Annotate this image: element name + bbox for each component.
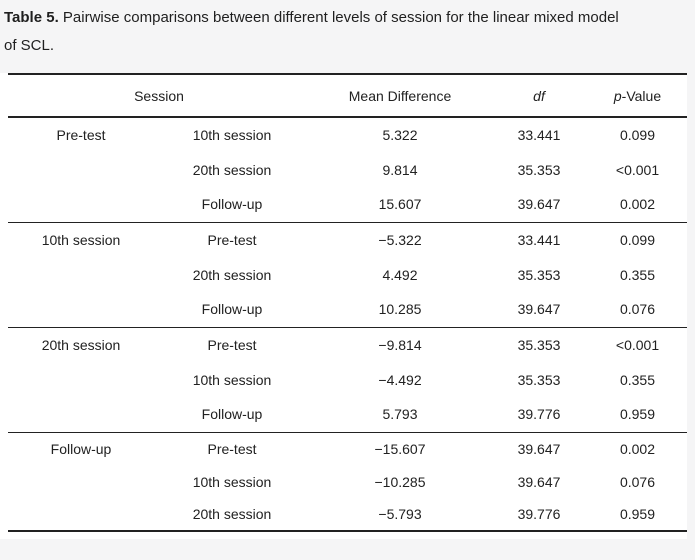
df-cell: 35.353 xyxy=(517,266,561,283)
p-value-cell: 0.002 xyxy=(619,196,656,213)
session-cell: Follow-up xyxy=(50,440,112,457)
mean-difference-cell: −10.285 xyxy=(374,473,426,490)
p-value-cell: <0.001 xyxy=(615,336,660,353)
table-row: Follow-up Pre-test −15.607 39.647 0.002 xyxy=(8,432,687,465)
mean-difference-cell: 15.607 xyxy=(378,196,422,213)
p-value-cell: 0.076 xyxy=(619,473,656,490)
df-cell: 35.353 xyxy=(517,161,561,178)
comparison-cell: 20th session xyxy=(192,266,272,283)
comparison-cell: Follow-up xyxy=(201,406,263,423)
p-value-cell: 0.959 xyxy=(619,506,656,522)
p-value-cell: 0.959 xyxy=(619,406,656,423)
comparison-cell: 10th session xyxy=(192,371,272,388)
mean-difference-cell: −9.814 xyxy=(378,336,422,353)
header-row: Session Mean Difference df p-Value xyxy=(8,74,687,117)
comparison-cell: Pre-test xyxy=(207,336,257,353)
p-value-header-rest: -Value xyxy=(621,87,662,104)
pairwise-comparisons-table: Session Mean Difference df p-Value Pre-t… xyxy=(8,73,687,532)
table-header: Session Mean Difference df p-Value xyxy=(8,74,687,117)
table-row: Follow-up 10.285 39.647 0.076 xyxy=(8,292,687,327)
table-row: 20th session 4.492 35.353 0.355 xyxy=(8,257,687,292)
column-header-p-value: p-Value xyxy=(588,74,687,117)
df-cell: 39.647 xyxy=(517,473,561,490)
table-row: Pre-test 10th session 5.322 33.441 0.099 xyxy=(8,117,687,152)
df-cell: 39.647 xyxy=(517,440,561,457)
mean-difference-cell: 4.492 xyxy=(382,266,418,283)
comparison-cell: Follow-up xyxy=(201,196,263,213)
column-header-session: Session xyxy=(134,87,184,104)
mean-difference-cell: 5.793 xyxy=(382,406,418,423)
session-cell xyxy=(8,397,154,432)
df-cell: 39.776 xyxy=(517,506,561,522)
table-row: 20th session −5.793 39.776 0.959 xyxy=(8,498,687,531)
p-value-cell: 0.355 xyxy=(619,266,656,283)
session-cell xyxy=(8,257,154,292)
column-header-df: df xyxy=(533,87,545,104)
mean-difference-cell: −5.322 xyxy=(378,231,422,248)
df-cell: 39.776 xyxy=(517,406,561,423)
df-cell: 33.441 xyxy=(517,127,561,143)
table-caption: Table 5. Pairwise comparisons between di… xyxy=(4,4,688,60)
table-row: 20th session 9.814 35.353 <0.001 xyxy=(8,152,687,187)
table-row: 10th session −10.285 39.647 0.076 xyxy=(8,465,687,498)
session-cell xyxy=(8,498,154,531)
p-value-cell: 0.355 xyxy=(619,371,656,388)
group-10th-session: 10th session Pre-test −5.322 33.441 0.09… xyxy=(8,222,687,327)
p-value-cell: 0.002 xyxy=(619,440,656,457)
mean-difference-cell: 10.285 xyxy=(378,301,422,318)
session-cell xyxy=(8,292,154,327)
column-header-mean-difference: Mean Difference xyxy=(348,87,452,104)
table-row: Follow-up 5.793 39.776 0.959 xyxy=(8,397,687,432)
mean-difference-cell: −4.492 xyxy=(378,371,422,388)
comparison-cell: 20th session xyxy=(192,506,272,522)
p-value-cell: 0.076 xyxy=(619,301,656,318)
mean-difference-cell: −5.793 xyxy=(378,506,422,522)
table-row: Follow-up 15.607 39.647 0.002 xyxy=(8,187,687,222)
session-cell: 20th session xyxy=(41,336,121,353)
p-value-cell: <0.001 xyxy=(615,161,660,178)
mean-difference-cell: 9.814 xyxy=(382,161,418,178)
session-cell xyxy=(8,152,154,187)
table-caption-text-line2: of SCL. xyxy=(4,37,55,54)
group-pre-test: Pre-test 10th session 5.322 33.441 0.099… xyxy=(8,117,687,222)
table-row: 10th session −4.492 35.353 0.355 xyxy=(8,362,687,397)
df-cell: 35.353 xyxy=(517,336,561,353)
df-cell: 35.353 xyxy=(517,371,561,388)
df-cell: 39.647 xyxy=(517,301,561,318)
session-cell xyxy=(8,187,154,222)
df-cell: 39.647 xyxy=(517,196,561,213)
table-caption-text-line1: Pairwise comparisons between different l… xyxy=(62,9,619,26)
comparison-cell: Follow-up xyxy=(201,301,263,318)
comparison-cell: 10th session xyxy=(192,127,272,143)
df-cell: 33.441 xyxy=(517,231,561,248)
comparison-cell: Pre-test xyxy=(207,440,257,457)
table-panel: Session Mean Difference df p-Value Pre-t… xyxy=(0,73,687,539)
table-caption-label: Table 5. xyxy=(4,9,59,26)
table-row: 10th session Pre-test −5.322 33.441 0.09… xyxy=(8,222,687,257)
session-cell: Pre-test xyxy=(56,127,106,143)
mean-difference-cell: −15.607 xyxy=(374,440,426,457)
group-follow-up: Follow-up Pre-test −15.607 39.647 0.002 … xyxy=(8,432,687,531)
session-cell xyxy=(8,362,154,397)
mean-difference-cell: 5.322 xyxy=(382,127,418,143)
comparison-cell: Pre-test xyxy=(207,231,257,248)
table-row: 20th session Pre-test −9.814 35.353 <0.0… xyxy=(8,327,687,362)
comparison-cell: 20th session xyxy=(192,161,272,178)
p-value-header-italic-p: p xyxy=(613,87,622,104)
group-20th-session: 20th session Pre-test −9.814 35.353 <0.0… xyxy=(8,327,687,432)
p-value-cell: 0.099 xyxy=(619,231,656,248)
comparison-cell: 10th session xyxy=(192,473,272,490)
session-cell: 10th session xyxy=(41,231,121,248)
p-value-cell: 0.099 xyxy=(619,127,656,143)
session-cell xyxy=(8,465,154,498)
